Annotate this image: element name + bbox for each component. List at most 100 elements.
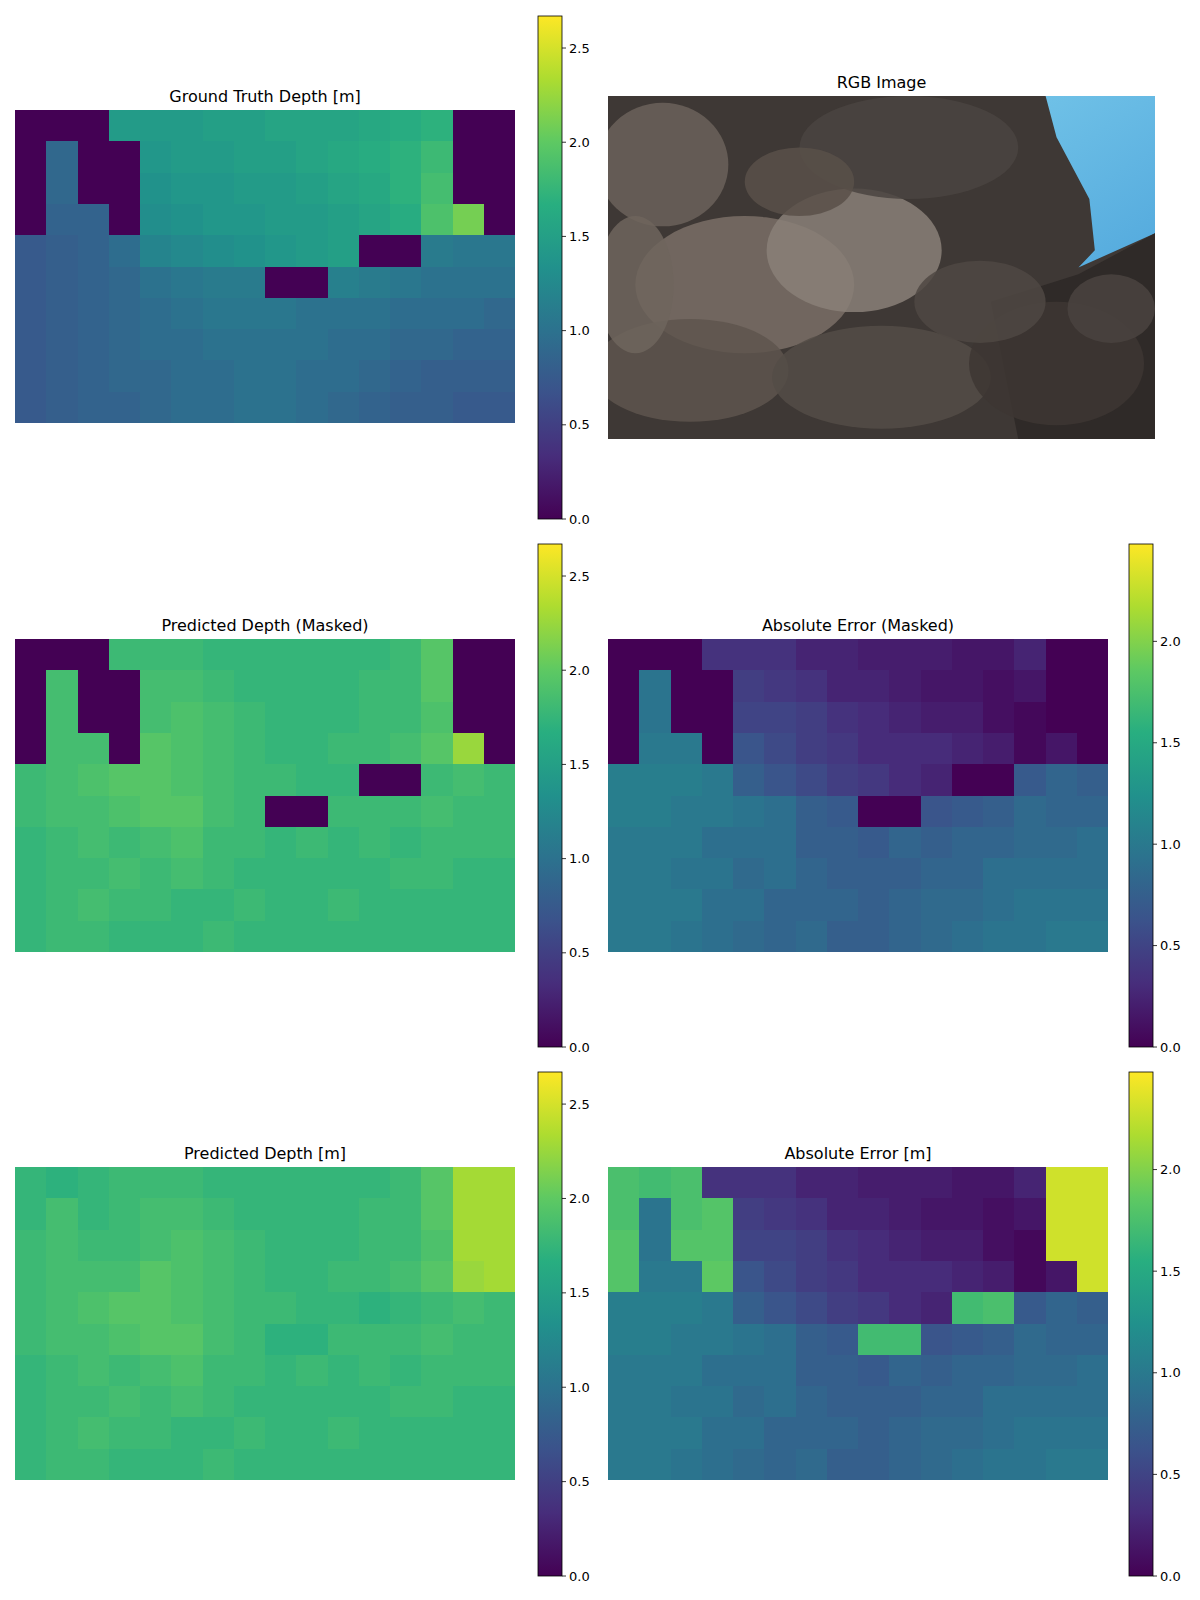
heat-cell bbox=[109, 858, 141, 890]
heat-cell bbox=[921, 702, 953, 734]
heat-cell bbox=[15, 1261, 47, 1293]
heat-cell bbox=[234, 267, 266, 299]
heat-cell bbox=[328, 1230, 360, 1262]
heat-cell bbox=[608, 1230, 640, 1262]
heat-cell bbox=[109, 1324, 141, 1356]
heat-cell bbox=[171, 1230, 203, 1262]
heatmap bbox=[608, 1167, 1108, 1480]
heat-cell bbox=[265, 702, 297, 734]
colorbar-tick bbox=[562, 330, 566, 331]
heat-cell bbox=[1014, 702, 1046, 734]
heat-cell bbox=[328, 921, 360, 952]
heat-cell bbox=[15, 639, 47, 671]
heat-cell bbox=[234, 858, 266, 890]
heat-cell bbox=[265, 235, 297, 267]
heat-cell bbox=[109, 733, 141, 765]
heat-cell bbox=[858, 733, 890, 765]
colorbar-tick-label: 2.0 bbox=[1160, 1162, 1181, 1177]
heat-cell bbox=[15, 1449, 47, 1480]
heat-cell bbox=[296, 1230, 328, 1262]
heat-cell bbox=[421, 141, 453, 173]
heat-cell bbox=[109, 392, 141, 423]
colorbar-tick-label: 0.5 bbox=[1160, 1467, 1181, 1482]
colorbar-tick bbox=[1153, 1169, 1157, 1170]
heat-cell bbox=[952, 733, 984, 765]
heat-cell bbox=[328, 329, 360, 361]
heat-cell bbox=[390, 639, 422, 671]
heat-cell bbox=[78, 204, 110, 236]
heat-cell bbox=[171, 1292, 203, 1324]
heat-cell bbox=[265, 889, 297, 921]
colorbar-tick bbox=[562, 576, 566, 577]
heat-cell bbox=[858, 670, 890, 702]
heat-cell bbox=[46, 204, 78, 236]
heat-cell bbox=[796, 1292, 828, 1324]
heat-cell bbox=[140, 1324, 172, 1356]
heat-cell bbox=[359, 858, 391, 890]
heat-cell bbox=[671, 1324, 703, 1356]
heat-cell bbox=[796, 1198, 828, 1230]
heat-cell bbox=[359, 1417, 391, 1449]
heat-cell bbox=[46, 1449, 78, 1480]
heat-cell bbox=[671, 733, 703, 765]
heat-cell bbox=[234, 1230, 266, 1262]
heat-cell bbox=[796, 733, 828, 765]
heat-cell bbox=[421, 360, 453, 392]
heat-cell bbox=[453, 1324, 485, 1356]
heat-cell bbox=[453, 1417, 485, 1449]
heat-cell bbox=[796, 921, 828, 952]
colorbar-tick-label: 0.0 bbox=[569, 1569, 590, 1584]
heat-cell bbox=[733, 796, 765, 828]
heat-cell bbox=[203, 1167, 235, 1199]
heat-cell bbox=[1046, 639, 1078, 671]
rock-texture bbox=[608, 216, 674, 353]
heat-cell bbox=[328, 141, 360, 173]
heat-cell bbox=[702, 670, 734, 702]
heat-cell bbox=[46, 1292, 78, 1324]
heatmap bbox=[15, 110, 515, 423]
heat-cell bbox=[359, 796, 391, 828]
heat-cell bbox=[983, 1230, 1015, 1262]
rgb-image bbox=[608, 96, 1155, 439]
heat-cell bbox=[296, 173, 328, 205]
heat-cell bbox=[203, 858, 235, 890]
colorbar-tick bbox=[562, 236, 566, 237]
heat-cell bbox=[171, 267, 203, 299]
heat-cell bbox=[453, 110, 485, 142]
colorbar-frame bbox=[1129, 1072, 1153, 1576]
heatmap bbox=[15, 1167, 515, 1480]
heat-cell bbox=[484, 827, 515, 859]
heat-cell bbox=[1046, 1261, 1078, 1293]
heat-cell bbox=[421, 235, 453, 267]
heat-cell bbox=[234, 702, 266, 734]
heat-cell bbox=[702, 1386, 734, 1418]
heat-cell bbox=[203, 827, 235, 859]
heat-cell bbox=[203, 1261, 235, 1293]
colorbar-tick bbox=[562, 1292, 566, 1293]
heat-cell bbox=[109, 764, 141, 796]
heat-cell bbox=[359, 329, 391, 361]
heat-cell bbox=[639, 1261, 671, 1293]
heat-cell bbox=[1077, 1230, 1108, 1262]
heat-cell bbox=[484, 1167, 515, 1199]
heat-cell bbox=[827, 1324, 859, 1356]
heat-cell bbox=[390, 235, 422, 267]
heat-cell bbox=[15, 298, 47, 330]
heat-cell bbox=[827, 889, 859, 921]
heat-cell bbox=[453, 173, 485, 205]
heat-cell bbox=[453, 764, 485, 796]
colorbar-tick bbox=[562, 1387, 566, 1388]
heat-cell bbox=[390, 267, 422, 299]
heat-cell bbox=[671, 670, 703, 702]
heat-cell bbox=[921, 796, 953, 828]
heat-cell bbox=[796, 670, 828, 702]
heat-cell bbox=[78, 1292, 110, 1324]
heat-cell bbox=[296, 733, 328, 765]
heat-cell bbox=[140, 360, 172, 392]
heat-cell bbox=[234, 1167, 266, 1199]
heat-cell bbox=[702, 921, 734, 952]
heat-cell bbox=[453, 1167, 485, 1199]
heat-cell bbox=[764, 1230, 796, 1262]
heat-cell bbox=[827, 639, 859, 671]
heat-cell bbox=[78, 110, 110, 142]
